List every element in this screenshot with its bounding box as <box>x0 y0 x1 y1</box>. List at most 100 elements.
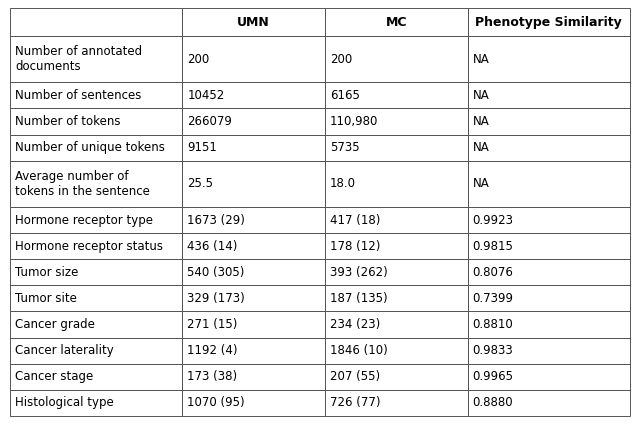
Bar <box>10 8 182 36</box>
Text: 726 (77): 726 (77) <box>330 396 380 410</box>
Text: NA: NA <box>472 89 490 102</box>
Bar <box>182 82 325 109</box>
Text: NA: NA <box>472 115 490 128</box>
Text: Cancer grade: Cancer grade <box>15 318 95 331</box>
Bar <box>182 207 325 233</box>
Bar <box>182 109 325 135</box>
Bar <box>468 135 630 161</box>
Text: Hormone receptor type: Hormone receptor type <box>15 214 153 226</box>
Bar <box>10 364 182 390</box>
Text: Hormone receptor status: Hormone receptor status <box>15 240 163 253</box>
Bar <box>10 285 182 312</box>
Bar <box>325 390 468 416</box>
Bar <box>10 207 182 233</box>
Bar <box>182 285 325 312</box>
Text: 0.9833: 0.9833 <box>472 344 513 357</box>
Text: 540 (305): 540 (305) <box>188 266 244 279</box>
Text: 200: 200 <box>330 53 352 66</box>
Bar <box>182 161 325 207</box>
Bar <box>182 135 325 161</box>
Text: 0.9965: 0.9965 <box>472 370 514 383</box>
Bar <box>10 161 182 207</box>
Text: Tumor size: Tumor size <box>15 266 78 279</box>
Text: Average number of
tokens in the sentence: Average number of tokens in the sentence <box>15 170 150 198</box>
Bar <box>182 312 325 338</box>
Text: 0.9923: 0.9923 <box>472 214 514 226</box>
Bar <box>325 82 468 109</box>
Text: 0.7399: 0.7399 <box>472 292 514 305</box>
Text: Number of annotated
documents: Number of annotated documents <box>15 45 142 73</box>
Bar <box>182 8 325 36</box>
Text: 0.8880: 0.8880 <box>472 396 513 410</box>
Text: 5735: 5735 <box>330 141 360 154</box>
Bar <box>10 233 182 259</box>
Bar <box>468 36 630 82</box>
Text: 1846 (10): 1846 (10) <box>330 344 388 357</box>
Bar <box>468 207 630 233</box>
Text: 271 (15): 271 (15) <box>188 318 237 331</box>
Bar <box>325 109 468 135</box>
Bar <box>468 338 630 364</box>
Bar <box>468 364 630 390</box>
Text: 436 (14): 436 (14) <box>188 240 237 253</box>
Bar <box>468 259 630 285</box>
Bar <box>325 207 468 233</box>
Text: 200: 200 <box>188 53 209 66</box>
Bar <box>325 338 468 364</box>
Text: NA: NA <box>472 177 490 190</box>
Bar <box>468 233 630 259</box>
Text: 25.5: 25.5 <box>188 177 213 190</box>
Bar <box>468 390 630 416</box>
Text: 110,980: 110,980 <box>330 115 378 128</box>
Bar <box>10 36 182 82</box>
Bar <box>468 8 630 36</box>
Bar <box>10 135 182 161</box>
Text: 0.9815: 0.9815 <box>472 240 513 253</box>
Text: 207 (55): 207 (55) <box>330 370 380 383</box>
Bar <box>468 161 630 207</box>
Text: Cancer stage: Cancer stage <box>15 370 93 383</box>
Text: 266079: 266079 <box>188 115 232 128</box>
Text: UMN: UMN <box>237 16 270 28</box>
Text: 234 (23): 234 (23) <box>330 318 380 331</box>
Bar <box>10 82 182 109</box>
Bar <box>468 82 630 109</box>
Text: 417 (18): 417 (18) <box>330 214 380 226</box>
Bar <box>325 285 468 312</box>
Bar <box>182 233 325 259</box>
Bar <box>325 36 468 82</box>
Bar <box>10 109 182 135</box>
Text: MC: MC <box>385 16 407 28</box>
Text: Phenotype Similarity: Phenotype Similarity <box>476 16 622 28</box>
Text: Cancer laterality: Cancer laterality <box>15 344 114 357</box>
Bar <box>325 233 468 259</box>
Bar <box>325 135 468 161</box>
Text: 9151: 9151 <box>188 141 217 154</box>
Bar <box>182 259 325 285</box>
Text: 173 (38): 173 (38) <box>188 370 237 383</box>
Bar <box>325 312 468 338</box>
Text: NA: NA <box>472 53 490 66</box>
Bar <box>182 338 325 364</box>
Bar <box>468 109 630 135</box>
Text: 18.0: 18.0 <box>330 177 356 190</box>
Bar <box>182 364 325 390</box>
Bar <box>10 338 182 364</box>
Bar <box>10 312 182 338</box>
Text: 1070 (95): 1070 (95) <box>188 396 245 410</box>
Text: Number of sentences: Number of sentences <box>15 89 141 102</box>
Text: Histological type: Histological type <box>15 396 114 410</box>
Text: Tumor site: Tumor site <box>15 292 77 305</box>
Bar <box>182 36 325 82</box>
Text: 393 (262): 393 (262) <box>330 266 388 279</box>
Text: 1192 (4): 1192 (4) <box>188 344 237 357</box>
Text: Number of tokens: Number of tokens <box>15 115 120 128</box>
Bar <box>468 285 630 312</box>
Bar <box>325 8 468 36</box>
Text: 0.8076: 0.8076 <box>472 266 513 279</box>
Bar <box>468 312 630 338</box>
Bar <box>182 390 325 416</box>
Text: 329 (173): 329 (173) <box>188 292 245 305</box>
Bar <box>10 390 182 416</box>
Text: NA: NA <box>472 141 490 154</box>
